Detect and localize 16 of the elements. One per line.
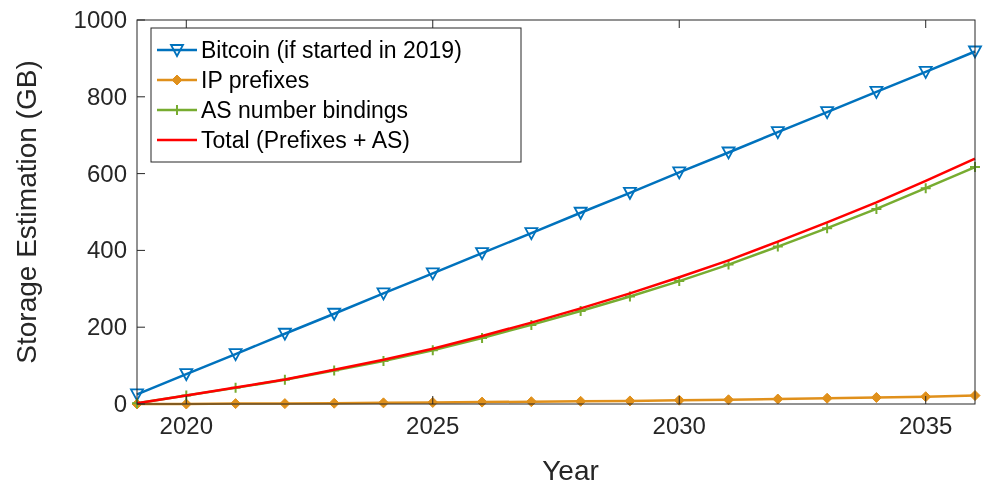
y-tick-label: 1000 [73,6,127,33]
x-axis-title: Year [542,455,599,486]
legend-label: Total (Prefixes + AS) [201,127,410,153]
x-tick-label: 2020 [159,412,213,439]
y-tick-label: 0 [113,390,127,417]
legend-label: AS number bindings [201,97,409,123]
y-tick-label: 400 [86,236,127,264]
y-axis-title: Storage Estimation (GB) [11,60,42,364]
legend-label: Bitcoin (if started in 2019) [201,37,462,63]
y-tick-label: 600 [86,159,127,187]
legend-label: IP prefixes [201,67,310,93]
x-tick-label: 2030 [652,412,706,439]
x-tick-label: 2035 [899,412,953,439]
y-tick-label: 200 [86,313,127,341]
y-tick-label: 800 [86,82,127,110]
x-tick-label: 2025 [406,412,460,439]
